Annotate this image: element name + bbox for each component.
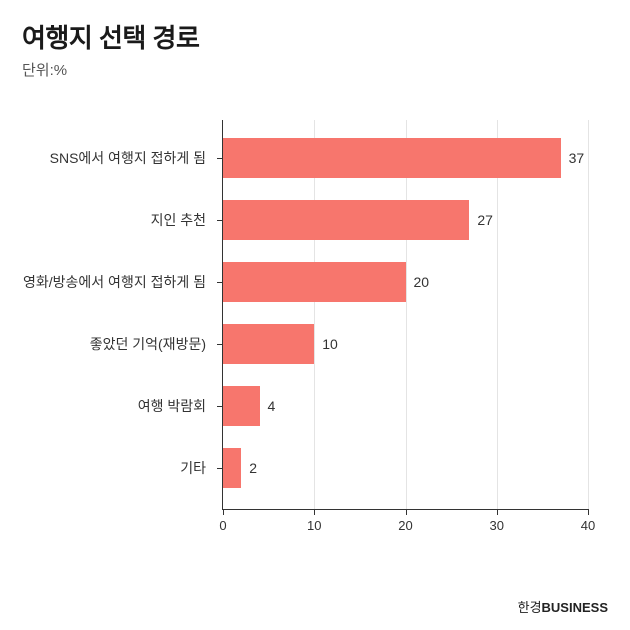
bar-value-label: 2 (249, 460, 257, 476)
bar-row: 4 (223, 386, 588, 426)
x-tick-mark (223, 509, 224, 515)
x-tick-label: 20 (398, 518, 412, 533)
bar-row: 20 (223, 262, 588, 302)
x-tick-label: 30 (490, 518, 504, 533)
x-tick-label: 0 (219, 518, 226, 533)
source-footer: 한경BUSINESS (518, 597, 608, 616)
bar-row: 2 (223, 448, 588, 488)
category-label: 기타 (22, 448, 214, 488)
plot-region: 0102030403727201042 (222, 120, 588, 510)
bar-row: 27 (223, 200, 588, 240)
category-label: 지인 추천 (22, 200, 214, 240)
bar-row: 10 (223, 324, 588, 364)
bar (223, 200, 469, 240)
category-label: SNS에서 여행지 접하게 됨 (22, 138, 214, 178)
chart-area: 0 10 20 30 40 37 27 20 10 4 2 SNS에서 여행지 접하게 됨지인 추천… (22, 120, 608, 540)
bar-value-label: 4 (268, 398, 276, 414)
bar-value-label: 20 (414, 274, 430, 290)
bar-row: 37 (223, 138, 588, 178)
bar (223, 262, 406, 302)
x-tick-label: 10 (307, 518, 321, 533)
gridline (588, 120, 589, 509)
bar (223, 324, 314, 364)
x-tick-mark (497, 509, 498, 515)
chart-title: 여행지 선택 경로 (22, 18, 608, 55)
category-label: 여행 박람회 (22, 386, 214, 426)
bar-value-label: 10 (322, 336, 338, 352)
footer-prefix: 한경 (518, 600, 542, 615)
bar (223, 448, 241, 488)
x-tick-mark (314, 509, 315, 515)
x-tick-mark (406, 509, 407, 515)
footer-suffix: BUSINESS (542, 600, 608, 615)
unit-label: 단위:% (22, 59, 608, 80)
x-tick-label: 40 (581, 518, 595, 533)
bar (223, 386, 260, 426)
chart-header: 여행지 선택 경로 단위:% (0, 0, 630, 88)
x-tick-mark (588, 509, 589, 515)
bar-value-label: 37 (569, 150, 585, 166)
bar-value-label: 27 (477, 212, 493, 228)
category-label: 영화/방송에서 여행지 접하게 됨 (22, 262, 214, 302)
bar (223, 138, 561, 178)
category-label: 좋았던 기억(재방문) (22, 324, 214, 364)
